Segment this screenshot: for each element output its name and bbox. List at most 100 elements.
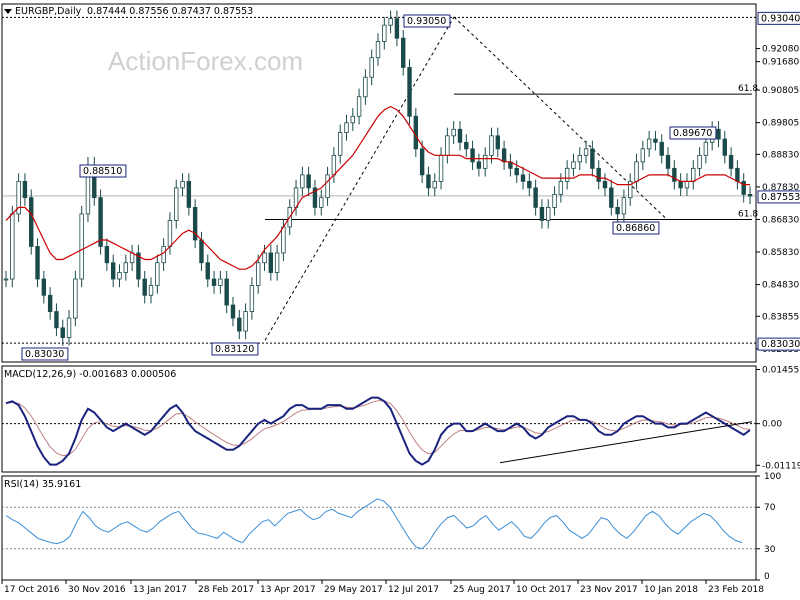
candle-body [79, 213, 84, 280]
candle-body [262, 252, 267, 264]
candle-body [3, 278, 9, 281]
price-tick-label: 0.87830 [762, 183, 799, 193]
candle-body [615, 207, 620, 215]
candle-body [609, 187, 614, 208]
candle-body [653, 138, 658, 143]
candle-body [350, 115, 355, 124]
header-triangle-icon [4, 9, 12, 14]
candle-body [180, 180, 185, 189]
macd-line [5, 396, 751, 466]
label-high-1-box [403, 14, 451, 28]
candle-body [54, 311, 59, 329]
candle-body [735, 167, 740, 182]
candle-body [388, 18, 393, 26]
date-tick-label: 10 Oct 2017 [516, 585, 572, 595]
macd-tick-label: 0.00 [762, 420, 782, 430]
candle-body [445, 135, 450, 156]
candle-body [249, 285, 255, 312]
macd-panel [2, 396, 756, 466]
candle-body [716, 128, 721, 140]
candle-body [438, 154, 444, 182]
date-tick-label: 13 Jan 2017 [133, 585, 187, 595]
candle-body [161, 246, 166, 264]
candle-body [520, 174, 526, 182]
candle-body [602, 180, 608, 189]
price-tick-label: 0.89805 [762, 119, 799, 129]
date-tick-label: 10 Jan 2018 [644, 585, 698, 595]
rsi-line [5, 498, 743, 550]
date-tick-label: 29 May 2017 [324, 585, 383, 595]
candle-body [73, 278, 78, 319]
candle-body [590, 148, 595, 169]
label-right-current-box [757, 190, 800, 204]
candle-body [672, 167, 677, 182]
label-high-3-box [669, 126, 717, 140]
candle-body [104, 246, 110, 264]
label-low-3-box [612, 221, 660, 235]
macd-trendline [499, 421, 753, 464]
label-right-top-box [757, 11, 800, 25]
label-right-current: 0.87553 [761, 192, 800, 203]
candle-body [129, 252, 135, 264]
candle-body [501, 148, 507, 163]
candle-body [722, 138, 727, 156]
macd-tick-label: 0.014557 [762, 366, 800, 376]
candle-body [237, 317, 242, 332]
label-low-3: 0.86860 [616, 223, 655, 234]
candle-body [583, 148, 589, 156]
fib-upper-label: 61.8 [738, 84, 758, 94]
candle-body [628, 180, 633, 199]
candle-body [571, 161, 576, 169]
dashed-trend-down [453, 16, 667, 219]
candle-body [741, 180, 746, 195]
label-low-1-box [21, 347, 69, 361]
candle-body [319, 197, 324, 208]
price-tick-label: 0.92080 [762, 45, 799, 55]
candle-body [344, 122, 349, 133]
label-high-2-box [79, 164, 127, 178]
rsi-tick-label: 70 [764, 503, 776, 513]
candle-body [432, 180, 437, 189]
date-tick-label: 28 Feb 2017 [198, 585, 254, 595]
dashed-trend-up [264, 16, 455, 341]
candle-body [142, 278, 147, 296]
candle-body [747, 193, 753, 197]
candle-body [533, 187, 538, 208]
candle-body [577, 154, 582, 163]
label-low-2: 0.83120 [215, 344, 254, 355]
candle-body [268, 252, 274, 273]
panel-frames [1, 3, 757, 581]
date-tick-label: 12 Jul 2017 [388, 585, 439, 595]
candle-body [539, 207, 545, 221]
candle-body [136, 252, 141, 280]
candle-body [300, 174, 305, 189]
rsi-label: RSI(14) 35.9161 [4, 479, 81, 490]
candle-body [678, 180, 683, 189]
candle-body [375, 41, 381, 59]
price-tick-label: 0.91680 [762, 58, 799, 68]
candle-body [527, 180, 532, 189]
candle-body [419, 148, 425, 176]
candle-body [306, 174, 311, 189]
macd-tick-label: -0.011197 [762, 461, 800, 471]
candle-body [218, 278, 223, 286]
date-tick-label: 30 Nov 2016 [68, 585, 126, 595]
candle-body [10, 213, 15, 280]
candle-body [457, 128, 463, 143]
price-tick-label: 0.83855 [762, 312, 799, 322]
price-tick-label: 0.90805 [762, 86, 799, 96]
candle-body [413, 115, 419, 150]
symbol-header: EURGBP,Daily [15, 6, 82, 17]
rsi-axis: 100 70 30 0 [756, 472, 781, 582]
candle-body [155, 262, 160, 286]
candle-body [98, 197, 103, 247]
candle-body [646, 138, 652, 150]
candle-body [148, 285, 154, 296]
panel-frame [1, 365, 757, 473]
candle-body [205, 262, 210, 280]
price-tick-label: 0.86830 [762, 215, 799, 225]
candle-body [35, 246, 40, 280]
label-high-3: 0.89670 [673, 128, 712, 139]
candle-body [192, 207, 198, 241]
